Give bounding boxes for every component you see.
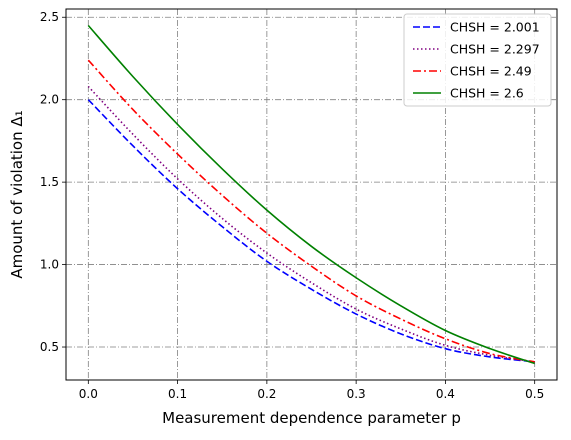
x-tick-label: 0.5 <box>525 387 544 401</box>
x-tick-label: 0.0 <box>79 387 98 401</box>
legend-label-2: CHSH = 2.297 <box>450 42 540 57</box>
y-axis-ticks: 0.5 1.0 1.5 2.0 2.5 <box>40 10 66 354</box>
legend-label-1: CHSH = 2.001 <box>450 20 540 35</box>
legend-label-3: CHSH = 2.49 <box>450 64 532 79</box>
series-line-3 <box>87 59 535 363</box>
y-tick-label: 1.0 <box>40 258 59 272</box>
plot-lines <box>87 24 535 365</box>
series-line-4 <box>87 24 535 365</box>
legend: CHSH = 2.001 CHSH = 2.297 CHSH = 2.49 CHSH … <box>403 13 552 107</box>
y-tick-label: 2.5 <box>40 10 59 24</box>
axes-frame <box>65 8 558 381</box>
x-tick-label: 0.4 <box>436 387 455 401</box>
legend-label-4: CHSH = 2.6 <box>450 86 524 101</box>
x-axis-label: Measurement dependence parameter p <box>162 409 461 427</box>
series-line-2 <box>87 85 535 363</box>
series-line-1 <box>87 99 535 363</box>
y-tick-label: 2.0 <box>40 93 59 107</box>
y-axis-label: Amount of violation Δ₁ <box>8 110 26 278</box>
x-axis-ticks: 0.0 0.1 0.2 0.3 0.4 0.5 <box>79 380 544 401</box>
y-tick-label: 0.5 <box>40 340 59 354</box>
x-tick-label: 0.3 <box>347 387 366 401</box>
grid <box>66 9 557 380</box>
x-tick-label: 0.1 <box>168 387 187 401</box>
x-tick-label: 0.2 <box>257 387 276 401</box>
y-tick-label: 1.5 <box>40 175 59 189</box>
legend-box <box>403 13 552 107</box>
